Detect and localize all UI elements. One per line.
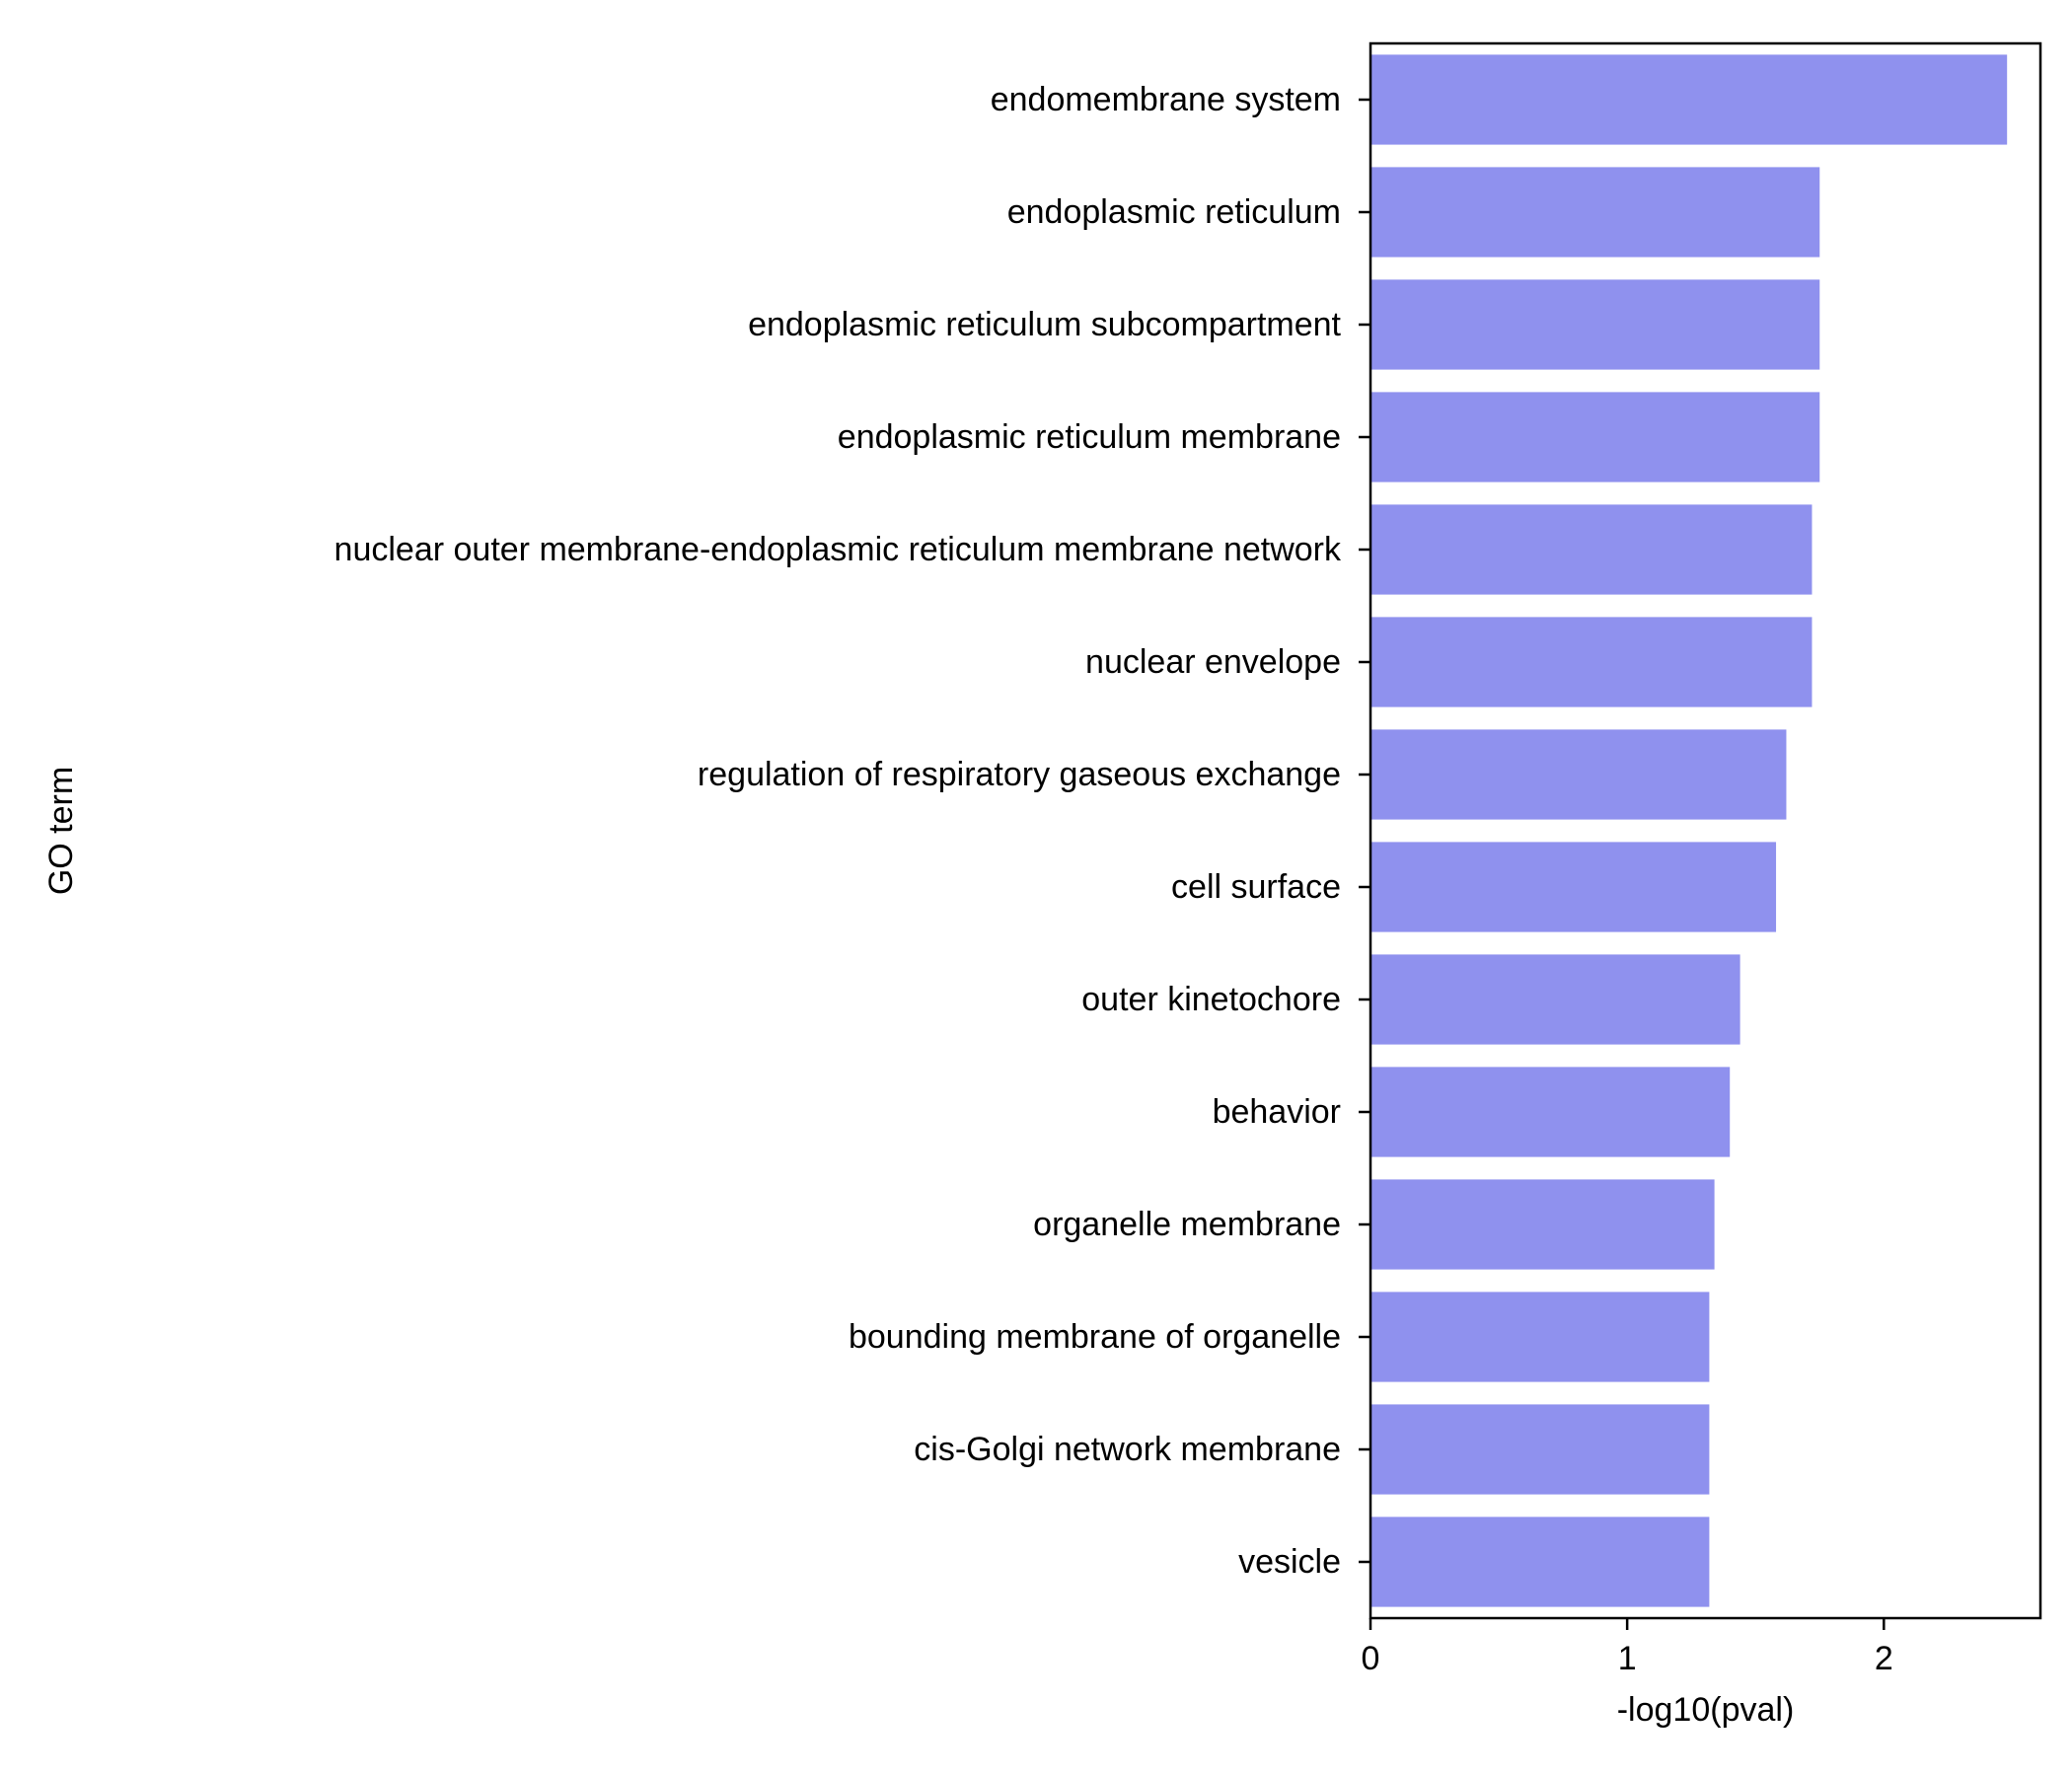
category-label: cis-Golgi network membrane bbox=[914, 1431, 1341, 1468]
bar bbox=[1370, 392, 1820, 482]
category-label: endoplasmic reticulum bbox=[1007, 193, 1341, 231]
bar bbox=[1370, 1292, 1710, 1382]
category-label: endoplasmic reticulum membrane bbox=[838, 418, 1341, 456]
bar bbox=[1370, 1067, 1731, 1157]
x-tick-label: 0 bbox=[1362, 1640, 1380, 1677]
bar bbox=[1370, 842, 1777, 932]
category-labels-group: endomembrane system endoplasmic reticulum… bbox=[334, 81, 1342, 1581]
category-label: behavior bbox=[1213, 1093, 1341, 1131]
bar bbox=[1370, 167, 1820, 258]
y-ticks-group bbox=[1359, 98, 1370, 1564]
bar bbox=[1370, 1517, 1710, 1607]
category-label: endomembrane system bbox=[991, 81, 1341, 118]
bar bbox=[1370, 54, 2008, 145]
category-label: organelle membrane bbox=[1033, 1206, 1341, 1243]
category-label: bounding membrane of organelle bbox=[849, 1318, 1341, 1356]
bar bbox=[1370, 954, 1740, 1045]
category-label: nuclear envelope bbox=[1085, 643, 1341, 681]
category-label: endoplasmic reticulum subcompartment bbox=[748, 306, 1341, 343]
category-label: nuclear outer membrane-endoplasmic retic… bbox=[334, 531, 1342, 568]
bars-group bbox=[1370, 54, 2008, 1607]
category-label: regulation of respiratory gaseous exchan… bbox=[698, 756, 1341, 793]
bar bbox=[1370, 1179, 1715, 1270]
x-tick-label: 1 bbox=[1618, 1640, 1637, 1677]
plot-frame bbox=[1369, 41, 2042, 1620]
bar bbox=[1370, 617, 1813, 707]
x-ticks-group: 0 1 2 bbox=[1362, 1618, 1893, 1677]
x-axis-label: -log10(pval) bbox=[1617, 1691, 1795, 1729]
category-label: outer kinetochore bbox=[1081, 981, 1341, 1018]
category-label: vesicle bbox=[1238, 1543, 1341, 1581]
y-axis-label: GO term bbox=[42, 767, 80, 895]
x-tick-label: 2 bbox=[1875, 1640, 1893, 1677]
bar bbox=[1370, 1404, 1710, 1495]
bar bbox=[1370, 504, 1813, 595]
category-label: cell surface bbox=[1171, 868, 1341, 906]
bar bbox=[1370, 729, 1787, 820]
bar bbox=[1370, 279, 1820, 370]
